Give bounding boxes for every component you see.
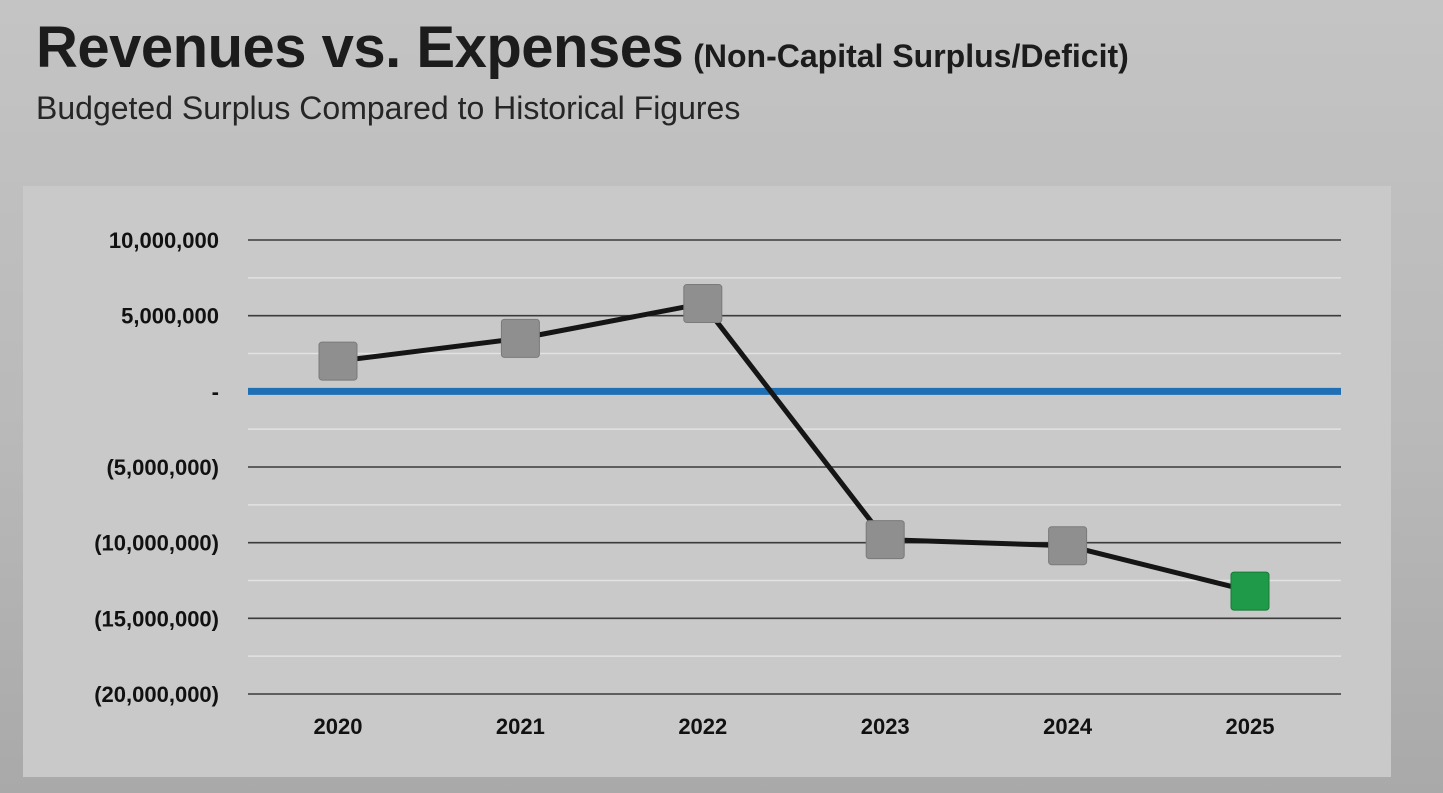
x-tick-label: 2020 xyxy=(314,714,363,739)
x-tick-label: 2021 xyxy=(496,714,545,739)
y-tick-label: (15,000,000) xyxy=(94,606,219,631)
chart-panel: 10,000,000 5,000,000 - (5,000,000) (10,000,0… xyxy=(23,186,1391,777)
title-main: Revenues vs. Expenses xyxy=(36,15,684,80)
x-axis-tick-labels: 2020 2021 2022 2023 2024 2025 xyxy=(314,714,1275,739)
major-gridlines xyxy=(248,239,1341,695)
slide-title: Revenues vs. Expenses (Non-Capital Surplu… xyxy=(36,14,1129,81)
x-tick-label: 2023 xyxy=(861,714,910,739)
historical-marker-2022 xyxy=(683,284,723,324)
y-tick-label: 10,000,000 xyxy=(109,228,219,253)
historical-marker-2024 xyxy=(1048,526,1088,566)
series-line-group xyxy=(335,301,1253,594)
slide-subtitle: Budgeted Surplus Compared to Historical … xyxy=(36,90,741,126)
y-tick-label: (20,000,000) xyxy=(94,682,219,707)
historical-marker-2021 xyxy=(500,318,540,358)
y-tick-label: - xyxy=(212,379,219,404)
data-markers xyxy=(318,284,1270,611)
y-axis-tick-labels: 10,000,000 5,000,000 - (5,000,000) (10,000,0… xyxy=(94,228,219,707)
historical-marker-2023 xyxy=(865,520,905,560)
y-tick-label: (10,000,000) xyxy=(94,531,219,556)
budget-marker-2025 xyxy=(1230,571,1270,611)
minor-gridlines xyxy=(248,277,1341,657)
x-tick-label: 2025 xyxy=(1226,714,1275,739)
y-tick-label: (5,000,000) xyxy=(106,455,219,480)
title-parenthetical: (Non-Capital Surplus/Deficit) xyxy=(693,38,1129,74)
x-tick-label: 2024 xyxy=(1043,714,1093,739)
line-chart: 10,000,000 5,000,000 - (5,000,000) (10,000,0… xyxy=(94,228,1341,739)
x-tick-label: 2022 xyxy=(678,714,727,739)
historical-marker-2020 xyxy=(318,341,358,381)
series-line xyxy=(335,301,1253,594)
y-tick-label: 5,000,000 xyxy=(121,304,219,329)
